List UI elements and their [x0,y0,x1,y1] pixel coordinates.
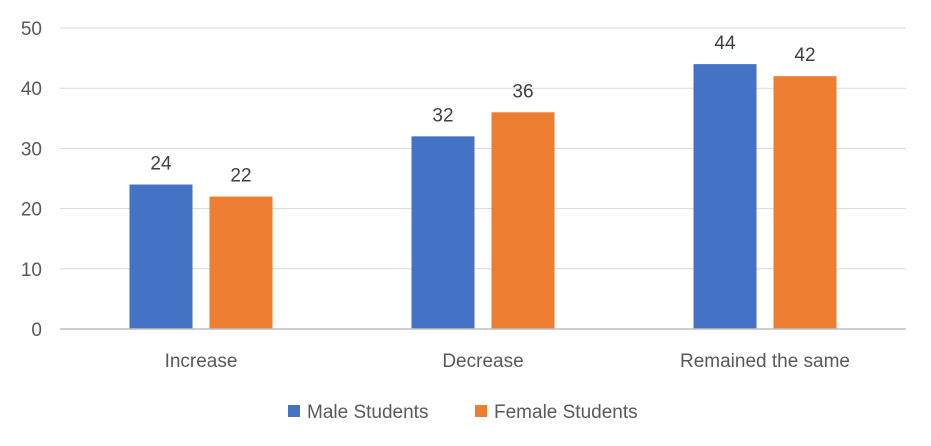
bar-0-1 [209,196,273,329]
legend-swatch-1 [475,405,487,417]
data-label-1-1: 36 [512,81,533,102]
legend: Male Students Female Students [288,402,638,423]
x-tick-label-2: Remained the same [680,351,850,372]
x-axis: Increase Decrease Remained the same [60,328,906,372]
data-label-1-0: 32 [432,105,453,126]
y-tick-label-20: 20 [21,200,42,221]
y-tick-label-10: 10 [21,260,42,281]
x-tick-label-0: Increase [165,351,238,372]
legend-label-1: Female Students [494,402,638,423]
y-tick-label-0: 0 [31,320,42,341]
bar-2-0 [693,64,757,330]
y-tick-label-40: 40 [21,79,42,100]
data-label-2-0: 44 [714,33,736,54]
data-label-0-1: 22 [230,166,251,187]
bars [129,64,837,330]
x-tick-label-1: Decrease [442,351,523,372]
bar-0-0 [129,184,193,329]
y-axis-tick-labels: 0 10 20 30 40 50 [21,19,42,341]
bar-1-0 [411,136,475,329]
data-label-0-0: 24 [150,154,172,175]
legend-swatch-0 [288,405,300,417]
bar-1-1 [491,112,555,329]
bar-2-1 [773,76,837,329]
legend-label-0: Male Students [307,402,428,423]
y-tick-label-50: 50 [21,19,42,40]
y-tick-label-30: 30 [21,139,42,160]
data-label-2-1: 42 [794,45,815,66]
gridlines [60,27,906,270]
data-labels: 24 22 32 36 44 42 [150,33,815,186]
